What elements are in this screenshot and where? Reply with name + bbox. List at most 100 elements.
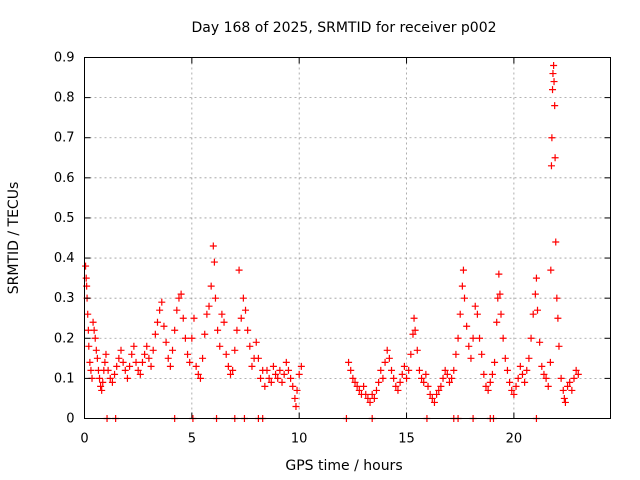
y-tick-label: 0.4 (54, 251, 75, 266)
data-point (465, 342, 473, 350)
data-point (269, 362, 277, 370)
data-point (497, 310, 505, 318)
data-point (274, 374, 282, 382)
data-point (478, 350, 486, 358)
data-point (164, 354, 172, 362)
data-point (254, 354, 262, 362)
ticks-layer: 0 0.1 0.2 0.3 0.4 0.5 0.6 0.7 0.8 0.9 0 5 10 15 20 (54, 51, 611, 447)
data-point (192, 362, 200, 370)
data-point (353, 382, 361, 390)
data-point (458, 282, 466, 290)
data-point (467, 354, 475, 362)
data-point (516, 362, 524, 370)
data-point (190, 314, 198, 322)
data-point (550, 78, 558, 86)
data-point (430, 398, 438, 406)
data-point (370, 394, 378, 402)
data-point (276, 366, 284, 374)
data-point (554, 314, 562, 322)
data-point (403, 374, 411, 382)
data-point (424, 382, 432, 390)
data-point (121, 366, 129, 374)
data-point (201, 330, 209, 338)
data-point (86, 358, 94, 366)
x-tick-label: 0 (80, 432, 88, 447)
data-point (171, 326, 179, 334)
data-point (91, 334, 99, 342)
data-point (141, 350, 149, 358)
data-point (214, 326, 222, 334)
data-point (560, 394, 568, 402)
data-point (229, 366, 237, 374)
data-point (510, 390, 518, 398)
data-point (242, 306, 250, 314)
x-axis-label: GPS time / hours (285, 458, 402, 474)
data-point (136, 370, 144, 378)
data-point (272, 370, 280, 378)
data-point (179, 314, 187, 322)
data-point (564, 382, 572, 390)
data-point (443, 370, 451, 378)
data-point (97, 382, 105, 390)
data-point (572, 366, 580, 374)
data-point (126, 362, 134, 370)
data-point (101, 358, 109, 366)
data-point (400, 362, 408, 370)
data-point (546, 358, 554, 366)
data-point (130, 342, 138, 350)
data-point (499, 334, 507, 342)
data-point (257, 374, 265, 382)
data-point (345, 358, 353, 366)
data-point (267, 378, 275, 386)
data-point (538, 362, 546, 370)
y-tick-label: 0.8 (54, 91, 75, 106)
data-point (364, 394, 372, 402)
data-point (143, 342, 151, 350)
data-point (106, 374, 114, 382)
data-point (368, 390, 376, 398)
x-tick-label: 5 (188, 432, 196, 447)
data-point (521, 378, 529, 386)
data-point (568, 386, 576, 394)
y-tick-label: 0.5 (54, 211, 75, 226)
data-point (555, 342, 563, 350)
data-point (396, 378, 404, 386)
data-point (448, 374, 456, 382)
data-point (532, 274, 540, 282)
data-point (506, 378, 514, 386)
data-point (450, 366, 458, 374)
plot-frame (84, 57, 611, 419)
data-point (550, 62, 558, 70)
data-point (454, 334, 462, 342)
data-point (222, 350, 230, 358)
data-point (117, 346, 125, 354)
data-point (410, 314, 418, 322)
data-point (420, 378, 428, 386)
data-point (175, 294, 183, 302)
data-point (551, 154, 559, 162)
data-point (531, 290, 539, 298)
data-point (549, 70, 557, 78)
data-point (186, 358, 194, 366)
data-point (203, 310, 211, 318)
data-point (92, 346, 100, 354)
data-point (547, 162, 555, 170)
data-point (398, 370, 406, 378)
data-point (552, 238, 560, 246)
data-point (559, 386, 567, 394)
data-point (547, 266, 555, 274)
data-point (134, 366, 142, 374)
data-point (514, 374, 522, 382)
data-point (496, 290, 504, 298)
data-point (463, 322, 471, 330)
data-point (422, 370, 430, 378)
data-point (278, 378, 286, 386)
data-point (428, 394, 436, 402)
data-point (252, 338, 260, 346)
data-point (486, 378, 494, 386)
data-point (98, 386, 106, 394)
data-point (102, 350, 110, 358)
data-point (104, 366, 112, 374)
data-point (123, 374, 131, 382)
